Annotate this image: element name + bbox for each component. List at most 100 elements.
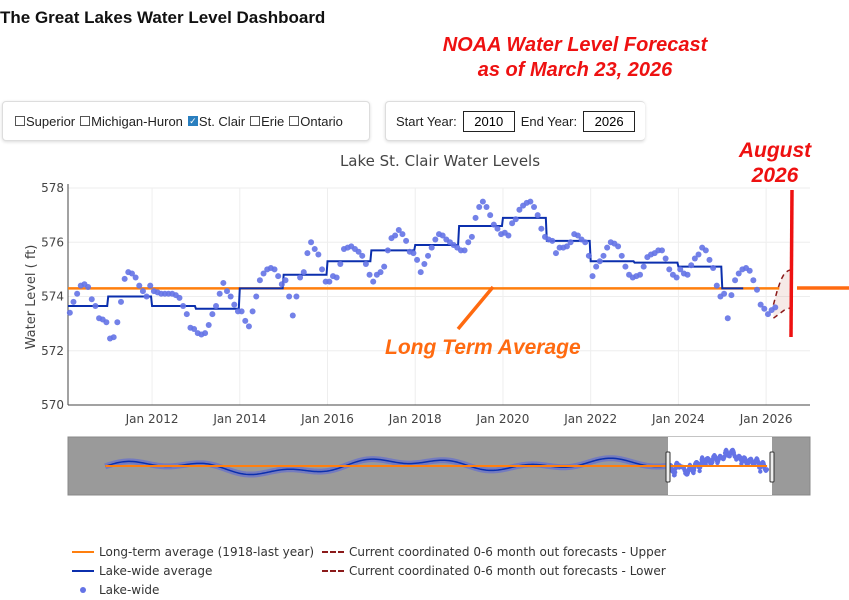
lake-checkbox-ontario[interactable]: Ontario xyxy=(289,114,343,129)
lake-wide-point xyxy=(574,232,581,239)
lake-wide-point xyxy=(538,225,545,232)
lake-wide-point xyxy=(702,247,709,254)
lake-wide-point xyxy=(604,244,611,251)
lake-wide-point xyxy=(509,220,516,227)
lake-wide-point xyxy=(410,250,417,257)
lake-selector: Superior Michigan-Huron ✓ St. Clair Erie Onta… xyxy=(2,101,370,141)
august-marker-line xyxy=(789,189,794,338)
lake-wide-point xyxy=(132,274,139,281)
lake-wide-point xyxy=(772,304,779,311)
lake-wide-point xyxy=(710,265,717,272)
lake-wide-point xyxy=(637,271,644,278)
range-slider-handle[interactable] xyxy=(665,451,671,483)
legend-swatch xyxy=(322,551,344,553)
lake-wide-point xyxy=(381,263,388,270)
lake-wide-point xyxy=(289,312,296,319)
lake-wide-point xyxy=(143,293,150,300)
lake-label: Superior xyxy=(26,113,76,129)
lake-wide-point xyxy=(425,252,432,259)
lake-checkbox-erie[interactable]: Erie xyxy=(250,114,284,129)
lake-wide-point xyxy=(552,250,559,257)
average-pointer xyxy=(456,285,495,331)
overview-point xyxy=(758,469,763,474)
lake-wide-point xyxy=(527,198,534,205)
lake-wide-point xyxy=(465,239,472,246)
checkbox[interactable] xyxy=(289,116,300,126)
lake-wide-point xyxy=(622,263,629,270)
x-tick-label: Jan 2024 xyxy=(651,412,705,426)
range-slider-handle[interactable] xyxy=(769,451,775,483)
lake-wide-point xyxy=(395,227,402,234)
lake-wide-point xyxy=(180,302,187,309)
lake-wide-point xyxy=(468,233,475,240)
lake-wide-point xyxy=(300,269,307,276)
lake-wide-point xyxy=(103,319,110,326)
lake-wide-point xyxy=(337,260,344,267)
legend-label: Long-term average (1918-last year) xyxy=(99,545,315,559)
lake-checkbox-michigan-huron[interactable]: Michigan-Huron xyxy=(80,114,183,129)
lake-wide-point xyxy=(534,212,541,219)
lake-wide-point xyxy=(666,266,673,273)
checkbox[interactable]: ✓ xyxy=(187,116,198,126)
lake-wide-point xyxy=(750,277,757,284)
legend-item[interactable]: Current coordinated 0-6 month out foreca… xyxy=(322,564,666,578)
lake-wide-point xyxy=(176,294,183,301)
start-year-label: Start Year: xyxy=(396,113,457,129)
lake-wide-point xyxy=(370,278,377,285)
annotation-line: NOAA Water Level Forecast xyxy=(442,34,708,56)
lake-wide-point xyxy=(476,203,483,210)
annotation-line: as of March 23, 2026 xyxy=(477,59,673,81)
lake-wide-point xyxy=(384,247,391,254)
lake-wide-point xyxy=(85,284,92,291)
legend-item[interactable]: Lake-wide average xyxy=(72,564,212,578)
lake-wide-point xyxy=(183,311,190,318)
annotation-line: 2026 xyxy=(751,164,799,187)
lake-wide-point xyxy=(600,252,607,259)
lake-checkbox-st-clair[interactable]: ✓ St. Clair xyxy=(187,114,245,129)
lake-wide-point xyxy=(567,239,574,246)
lake-wide-point xyxy=(549,237,556,244)
lake-wide-point xyxy=(209,311,216,318)
legend-swatch xyxy=(80,587,86,593)
lake-wide-point xyxy=(392,232,399,239)
lake-wide-point xyxy=(227,293,234,300)
legend-item[interactable]: Current coordinated 0-6 month out foreca… xyxy=(322,545,666,559)
forecast-upper-line xyxy=(772,268,792,305)
lake-checkbox-superior[interactable]: Superior xyxy=(15,114,75,129)
lake-wide-point xyxy=(249,308,256,315)
lake-wide-point xyxy=(673,274,680,281)
lake-wide-point xyxy=(593,263,600,270)
overview-point xyxy=(764,467,770,472)
lake-wide-point xyxy=(761,305,768,312)
lake-wide-point xyxy=(490,221,497,228)
lake-wide-point xyxy=(213,302,220,309)
lake-wide-point xyxy=(421,260,428,267)
lake-wide-point xyxy=(231,301,238,308)
start-year-input[interactable] xyxy=(462,110,515,132)
lake-wide-point xyxy=(377,269,384,276)
chart-title: Lake St. Clair Water Levels xyxy=(340,152,540,170)
checkbox[interactable] xyxy=(80,116,91,126)
lake-wide-point xyxy=(399,231,406,238)
legend-item[interactable]: Long-term average (1918-last year) xyxy=(72,545,314,559)
lake-wide-point xyxy=(191,326,198,333)
end-year-input[interactable] xyxy=(583,110,636,132)
lake-wide-point xyxy=(732,277,739,284)
lake-wide-point xyxy=(224,288,230,295)
lake-wide-point xyxy=(147,282,154,289)
lake-wide-point xyxy=(366,271,373,278)
x-tick-label: Jan 2012 xyxy=(125,412,179,426)
lake-wide-point xyxy=(596,258,603,265)
legend-item[interactable]: Lake-wide xyxy=(72,583,159,597)
lake-wide-point xyxy=(461,247,468,254)
x-tick-label: Jan 2014 xyxy=(212,412,266,426)
lake-wide-average-line xyxy=(68,216,744,310)
lake-wide-point xyxy=(706,256,713,263)
y-tick-label: 572 xyxy=(41,344,64,358)
lake-wide-point xyxy=(311,246,318,253)
checkbox[interactable] xyxy=(15,116,25,126)
lake-wide-point xyxy=(326,278,333,285)
checkbox[interactable] xyxy=(250,116,261,126)
lake-wide-point xyxy=(359,252,366,259)
lake-wide-point xyxy=(293,293,300,300)
